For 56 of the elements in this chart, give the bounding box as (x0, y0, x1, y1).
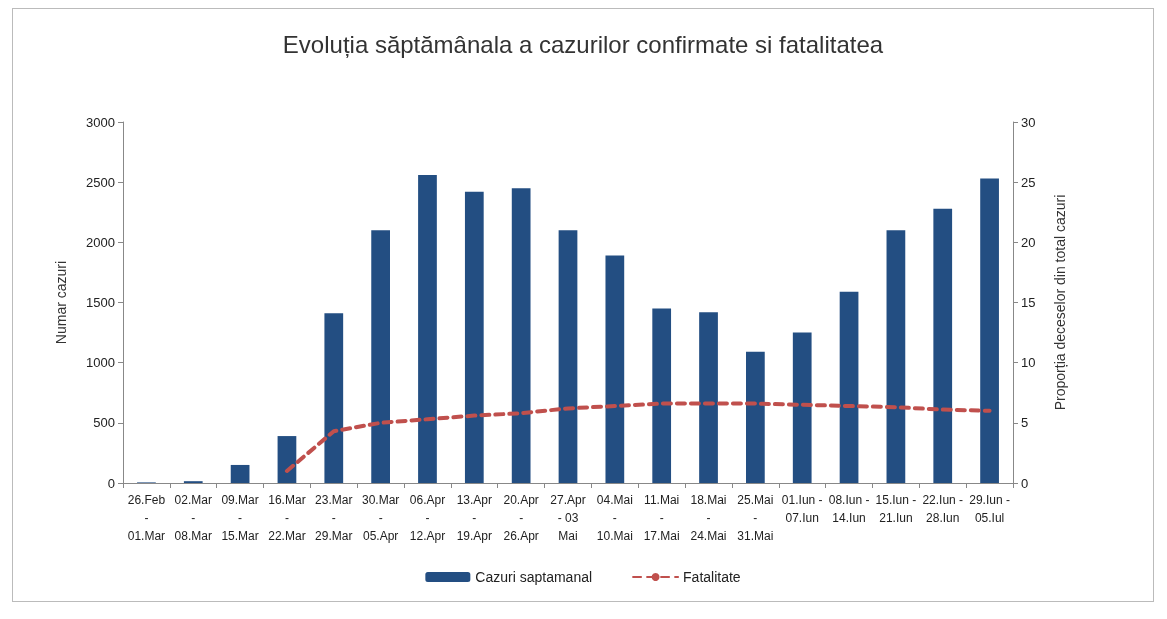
bar (839, 291, 859, 483)
bar (980, 178, 999, 483)
x-tick-label: 16.Mar - 22.Mar (268, 493, 306, 543)
y-tick-label: 3000 (86, 114, 115, 130)
y2-tick-label: 10 (1021, 355, 1036, 371)
x-tick-label: 29.Iun - 05.Iul (969, 493, 1010, 525)
bar (699, 312, 718, 483)
y2-axis-title: Proporția deceselor din total cazuri (1052, 194, 1068, 411)
y2-tick-label: 5 (1021, 415, 1029, 431)
y-tick-label: 1000 (86, 355, 115, 371)
x-tick-label: 20.Apr - 26.Apr (503, 493, 539, 543)
legend-label: Cazuri saptamanal (475, 569, 593, 585)
x-tick-label: 13.Apr - 19.Apr (456, 493, 492, 543)
y-tick-label: 0 (107, 475, 115, 491)
bar (746, 351, 765, 483)
x-tick-label: 06.Apr - 12.Apr (409, 493, 446, 543)
x-tick-label: 11.Mai - 17.Mai (643, 493, 680, 543)
bar (792, 332, 812, 483)
bar (371, 230, 390, 483)
y2-tick-label: 20 (1021, 234, 1036, 250)
x-tick-label: 08.Iun - 14.Iun (828, 493, 870, 525)
y2-tick-label: 30 (1021, 114, 1036, 130)
legend-label: Fatalitate (683, 569, 741, 585)
y-axis-title: Numar cazuri (53, 260, 69, 345)
x-tick-label: 26.Feb - 01.Mar (127, 493, 166, 543)
x-tick-label: 01.Iun - 07.Iun (781, 493, 823, 525)
line-series (284, 401, 992, 473)
bar (324, 313, 344, 483)
x-tick-label: 09.Mar - 15.Mar (221, 493, 259, 543)
bar (605, 255, 625, 483)
x-tick-label: 23.Mar - 29.Mar (315, 493, 353, 543)
bar (230, 464, 250, 483)
y-tick-label: 1500 (86, 295, 115, 310)
x-tick-label: 30.Mar - 05.Apr (361, 493, 400, 543)
x-tick-label: 02.Mar - 08.Mar (174, 493, 212, 543)
bar (277, 436, 297, 483)
bar (558, 230, 578, 483)
bar (652, 308, 672, 483)
y-tick-label: 500 (93, 415, 115, 431)
y2-tick-label: 25 (1021, 174, 1036, 190)
bar (511, 188, 531, 483)
y-tick-label: 2000 (86, 234, 115, 250)
y2-tick-label: 15 (1021, 295, 1036, 310)
x-tick-label: 18.Mai - 24.Mai (690, 493, 727, 543)
y2-tick-label: 0 (1021, 475, 1029, 491)
chart-title: Evoluția săptămânala a cazurilor confirmate si fatalitatea (282, 30, 884, 58)
bar (933, 208, 953, 483)
x-tick-label: 27.Apr - 03 Mai (550, 493, 586, 543)
bar (886, 230, 906, 483)
x-tick-label: 15.Iun - 21.Iun (875, 493, 917, 525)
bar (418, 174, 437, 483)
y-tick-label: 2500 (86, 174, 115, 190)
bar (464, 191, 484, 483)
x-tick-label: 25.Mai - 31.Mai (737, 493, 774, 543)
x-tick-label: 04.Mai - 10.Mai (596, 493, 633, 543)
x-tick-label: 22.Iun - 28.Iun (922, 493, 964, 525)
